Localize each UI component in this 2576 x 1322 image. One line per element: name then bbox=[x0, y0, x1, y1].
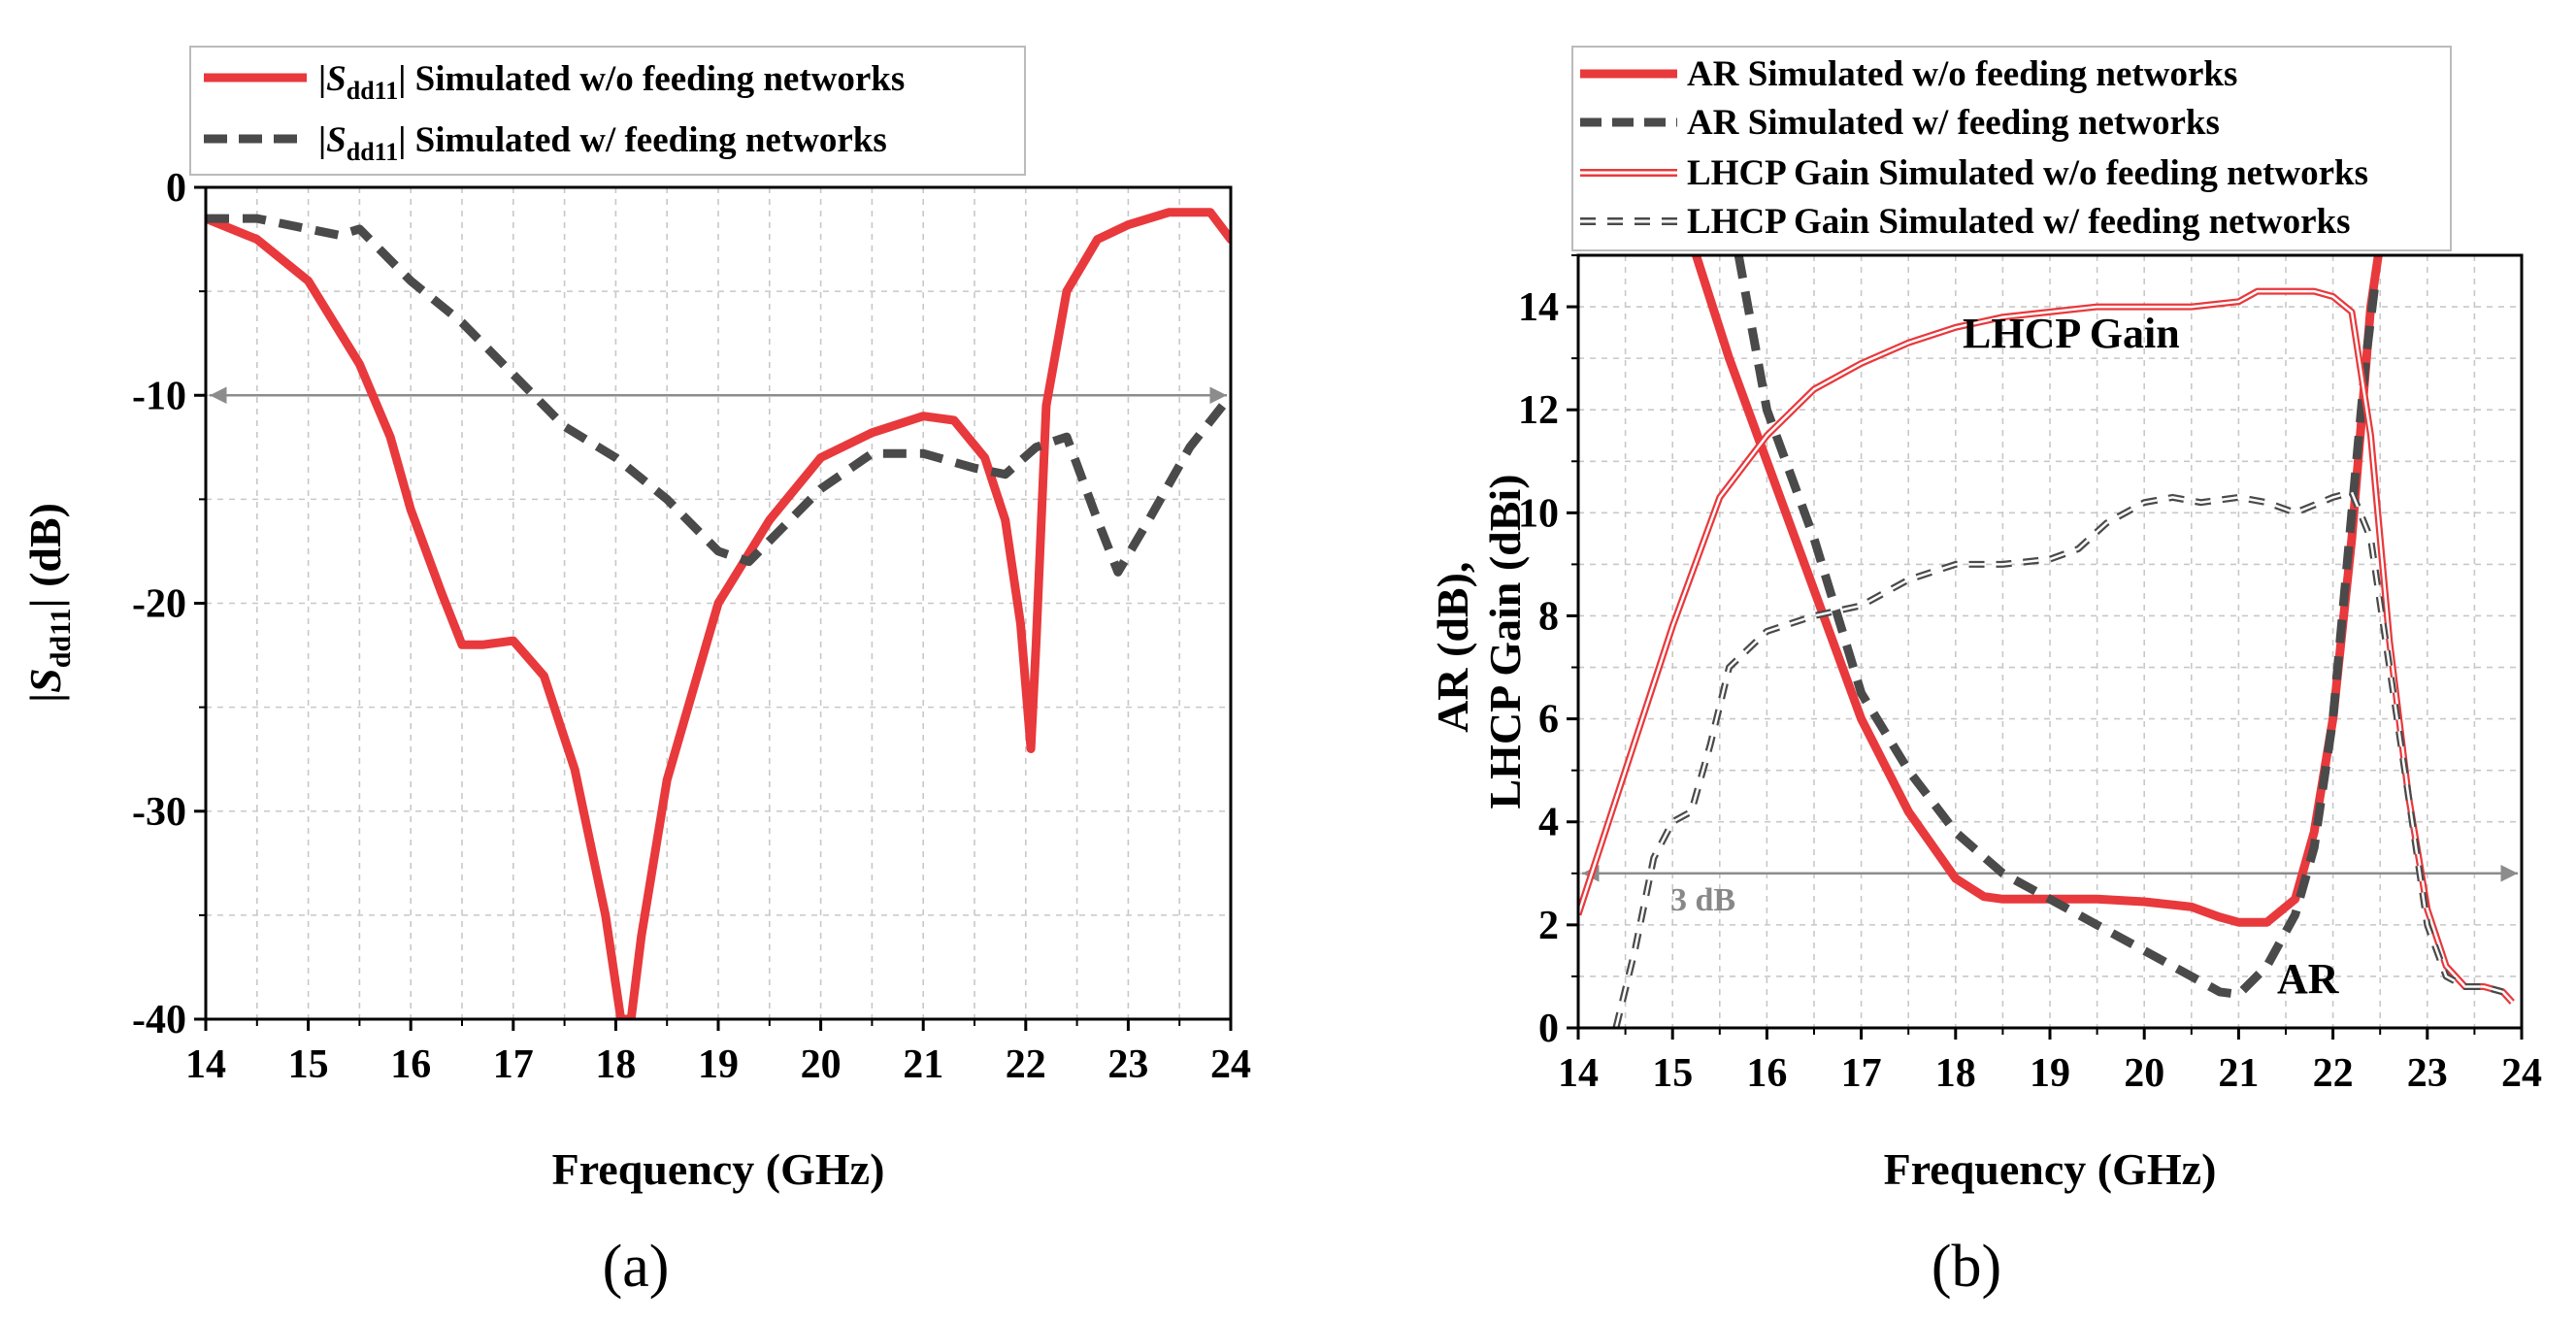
chart-a-panel-label: (a) bbox=[603, 1234, 670, 1300]
y-tick-label: 8 bbox=[1538, 594, 1559, 639]
y-tick-label: 14 bbox=[1518, 285, 1559, 330]
x-tick-label: 14 bbox=[185, 1042, 226, 1087]
chart-b-legend-label-3: LHCP Gain Simulated w/ feeding networks bbox=[1687, 202, 2351, 242]
x-tick-label: 21 bbox=[903, 1042, 943, 1087]
chart-a-legend-box bbox=[189, 46, 1026, 176]
y-tick-label: -10 bbox=[132, 374, 186, 418]
series-b-2-line-inner bbox=[1578, 289, 2514, 1004]
series-a-0-line bbox=[206, 208, 1231, 1019]
series-b-1-line bbox=[1734, 255, 2380, 999]
x-tick-label: 17 bbox=[1841, 1051, 1882, 1096]
chart-b-legend-label-2: LHCP Gain Simulated w/o feeding networks bbox=[1687, 153, 2368, 193]
reference-label: 3 dB bbox=[1670, 882, 1735, 918]
x-tick-label: 23 bbox=[1107, 1042, 1148, 1087]
chart-b-plot-frame bbox=[1576, 253, 2524, 1030]
y-tick-label: -40 bbox=[132, 998, 186, 1042]
chart-b-series bbox=[1578, 255, 2515, 1028]
chart-a-series bbox=[206, 208, 1231, 1019]
chart-b-ylabel-line-1: LHCP Gain (dBi) bbox=[1480, 474, 1530, 809]
chart-b-annotation-lhcp: LHCP Gain bbox=[1963, 310, 2180, 357]
y-tick-label: -30 bbox=[132, 790, 186, 835]
chart-a-legend-label-0: |Sdd11| Simulated w/o feeding networks bbox=[318, 59, 905, 105]
x-tick-label: 19 bbox=[2030, 1051, 2070, 1096]
y-tick-label: 6 bbox=[1538, 698, 1559, 743]
x-tick-label: 22 bbox=[1006, 1042, 1046, 1087]
x-tick-label: 17 bbox=[493, 1042, 534, 1087]
x-tick-label: 15 bbox=[1652, 1051, 1693, 1096]
chart-b-ylabel-line-0: AR (dB), bbox=[1428, 562, 1477, 733]
chart-b-legend-box bbox=[1571, 46, 2452, 251]
y-tick-label: 0 bbox=[1538, 1007, 1559, 1051]
x-tick-label: 24 bbox=[1210, 1042, 1251, 1087]
x-tick-label: 15 bbox=[288, 1042, 329, 1087]
x-tick-label: 19 bbox=[698, 1042, 739, 1087]
y-tick-label: 12 bbox=[1518, 388, 1559, 433]
x-tick-label: 21 bbox=[2218, 1051, 2259, 1096]
chart-b-xticks: 14 15 16 17 18 19 20 21 22 23 24 bbox=[1558, 1028, 2542, 1096]
y-tick-label: 2 bbox=[1538, 904, 1559, 948]
chart-a-plot-frame bbox=[204, 185, 1233, 1021]
x-tick-label: 16 bbox=[1746, 1051, 1787, 1096]
x-tick-label: 20 bbox=[801, 1042, 842, 1087]
chart-b-annotation-ar: AR bbox=[2277, 955, 2340, 1003]
series-b-3-line-inner bbox=[1614, 490, 2503, 1028]
x-tick-label: 18 bbox=[1935, 1051, 1976, 1096]
y-tick-label: 10 bbox=[1518, 491, 1559, 536]
chart-b-ylabel: AR (dB), LHCP Gain (dBi) bbox=[1428, 474, 1530, 809]
x-tick-label: 22 bbox=[2313, 1051, 2354, 1096]
x-tick-label: 20 bbox=[2124, 1051, 2164, 1096]
chart-b-xlabel: Frequency (GHz) bbox=[1884, 1144, 2217, 1194]
chart-a-xticks: 14 15 16 17 18 19 20 21 22 23 24 bbox=[185, 1019, 1251, 1087]
chart-a-ylabel: |Sdd11| (dB) bbox=[20, 503, 77, 703]
chart-b-legend-label-0: AR Simulated w/o feeding networks bbox=[1687, 54, 2237, 94]
x-tick-label: 23 bbox=[2407, 1051, 2448, 1096]
x-tick-label: 16 bbox=[390, 1042, 431, 1087]
x-tick-label: 18 bbox=[595, 1042, 636, 1087]
chart-a-xlabel: Frequency (GHz) bbox=[552, 1144, 885, 1194]
series-a-1-line bbox=[206, 214, 1231, 577]
y-tick-label: 0 bbox=[166, 166, 186, 211]
chart-a-yticks: 0 -10 -20 -30 -40 bbox=[132, 166, 206, 1042]
chart-b-reference: 3 dB bbox=[1582, 865, 2518, 918]
series-b-3-line-outer bbox=[1612, 488, 2504, 1028]
chart-b-legend-label-1: AR Simulated w/ feeding networks bbox=[1687, 103, 2220, 143]
chart-a: 14 15 16 17 18 19 20 21 22 23 24 0 -10 -20 -30 -40 |Sd… bbox=[20, 46, 1251, 1300]
y-tick-label: 4 bbox=[1538, 801, 1559, 845]
chart-b-panel-label: (b) bbox=[1932, 1234, 2001, 1300]
x-tick-label: 14 bbox=[1558, 1051, 1599, 1096]
chart-a-legend-label-1: |Sdd11| Simulated w/ feeding networks bbox=[318, 120, 887, 166]
y-tick-label: -20 bbox=[132, 582, 186, 627]
x-tick-label: 24 bbox=[2501, 1051, 2542, 1096]
